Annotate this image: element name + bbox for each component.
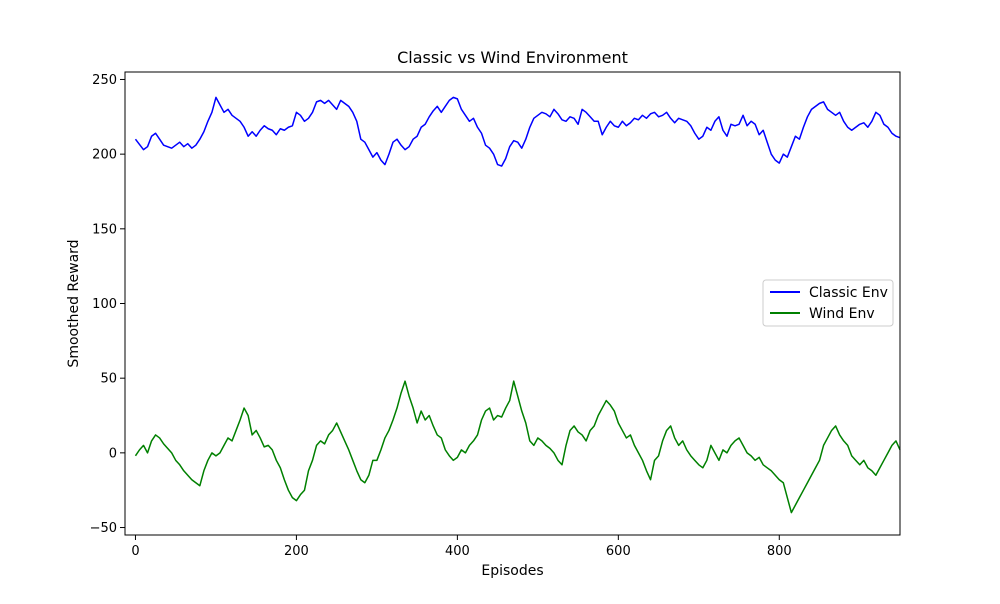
x-tick-label: 0 bbox=[131, 544, 139, 559]
y-tick-label: 0 bbox=[109, 446, 117, 461]
y-tick-label: 100 bbox=[92, 297, 117, 312]
y-tick-label: 250 bbox=[92, 73, 117, 88]
y-tick-label: −50 bbox=[90, 521, 117, 536]
x-axis-label: Episodes bbox=[481, 563, 543, 579]
legend-label-wind-env: Wind Env bbox=[809, 306, 875, 322]
x-tick-label: 800 bbox=[767, 544, 792, 559]
y-tick-label: 200 bbox=[92, 148, 117, 163]
y-tick-label: 50 bbox=[100, 372, 117, 387]
legend-label-classic-env: Classic Env bbox=[809, 285, 888, 301]
y-axis-ticks: −50 0 50 100 150 200 250 bbox=[90, 73, 125, 536]
x-tick-label: 400 bbox=[445, 544, 470, 559]
series-line-classic-env bbox=[134, 96, 901, 167]
x-tick-label: 200 bbox=[284, 544, 309, 559]
x-tick-label: 600 bbox=[606, 544, 631, 559]
y-axis-label: Smoothed Reward bbox=[66, 239, 82, 367]
y-tick-label: 150 bbox=[92, 222, 117, 237]
x-axis-ticks: 0 200 400 600 800 bbox=[131, 535, 792, 559]
series-line-wind-env bbox=[134, 380, 901, 514]
legend: Classic Env Wind Env bbox=[762, 279, 894, 327]
chart-title: Classic vs Wind Environment bbox=[397, 48, 628, 67]
series-layer bbox=[134, 96, 901, 514]
